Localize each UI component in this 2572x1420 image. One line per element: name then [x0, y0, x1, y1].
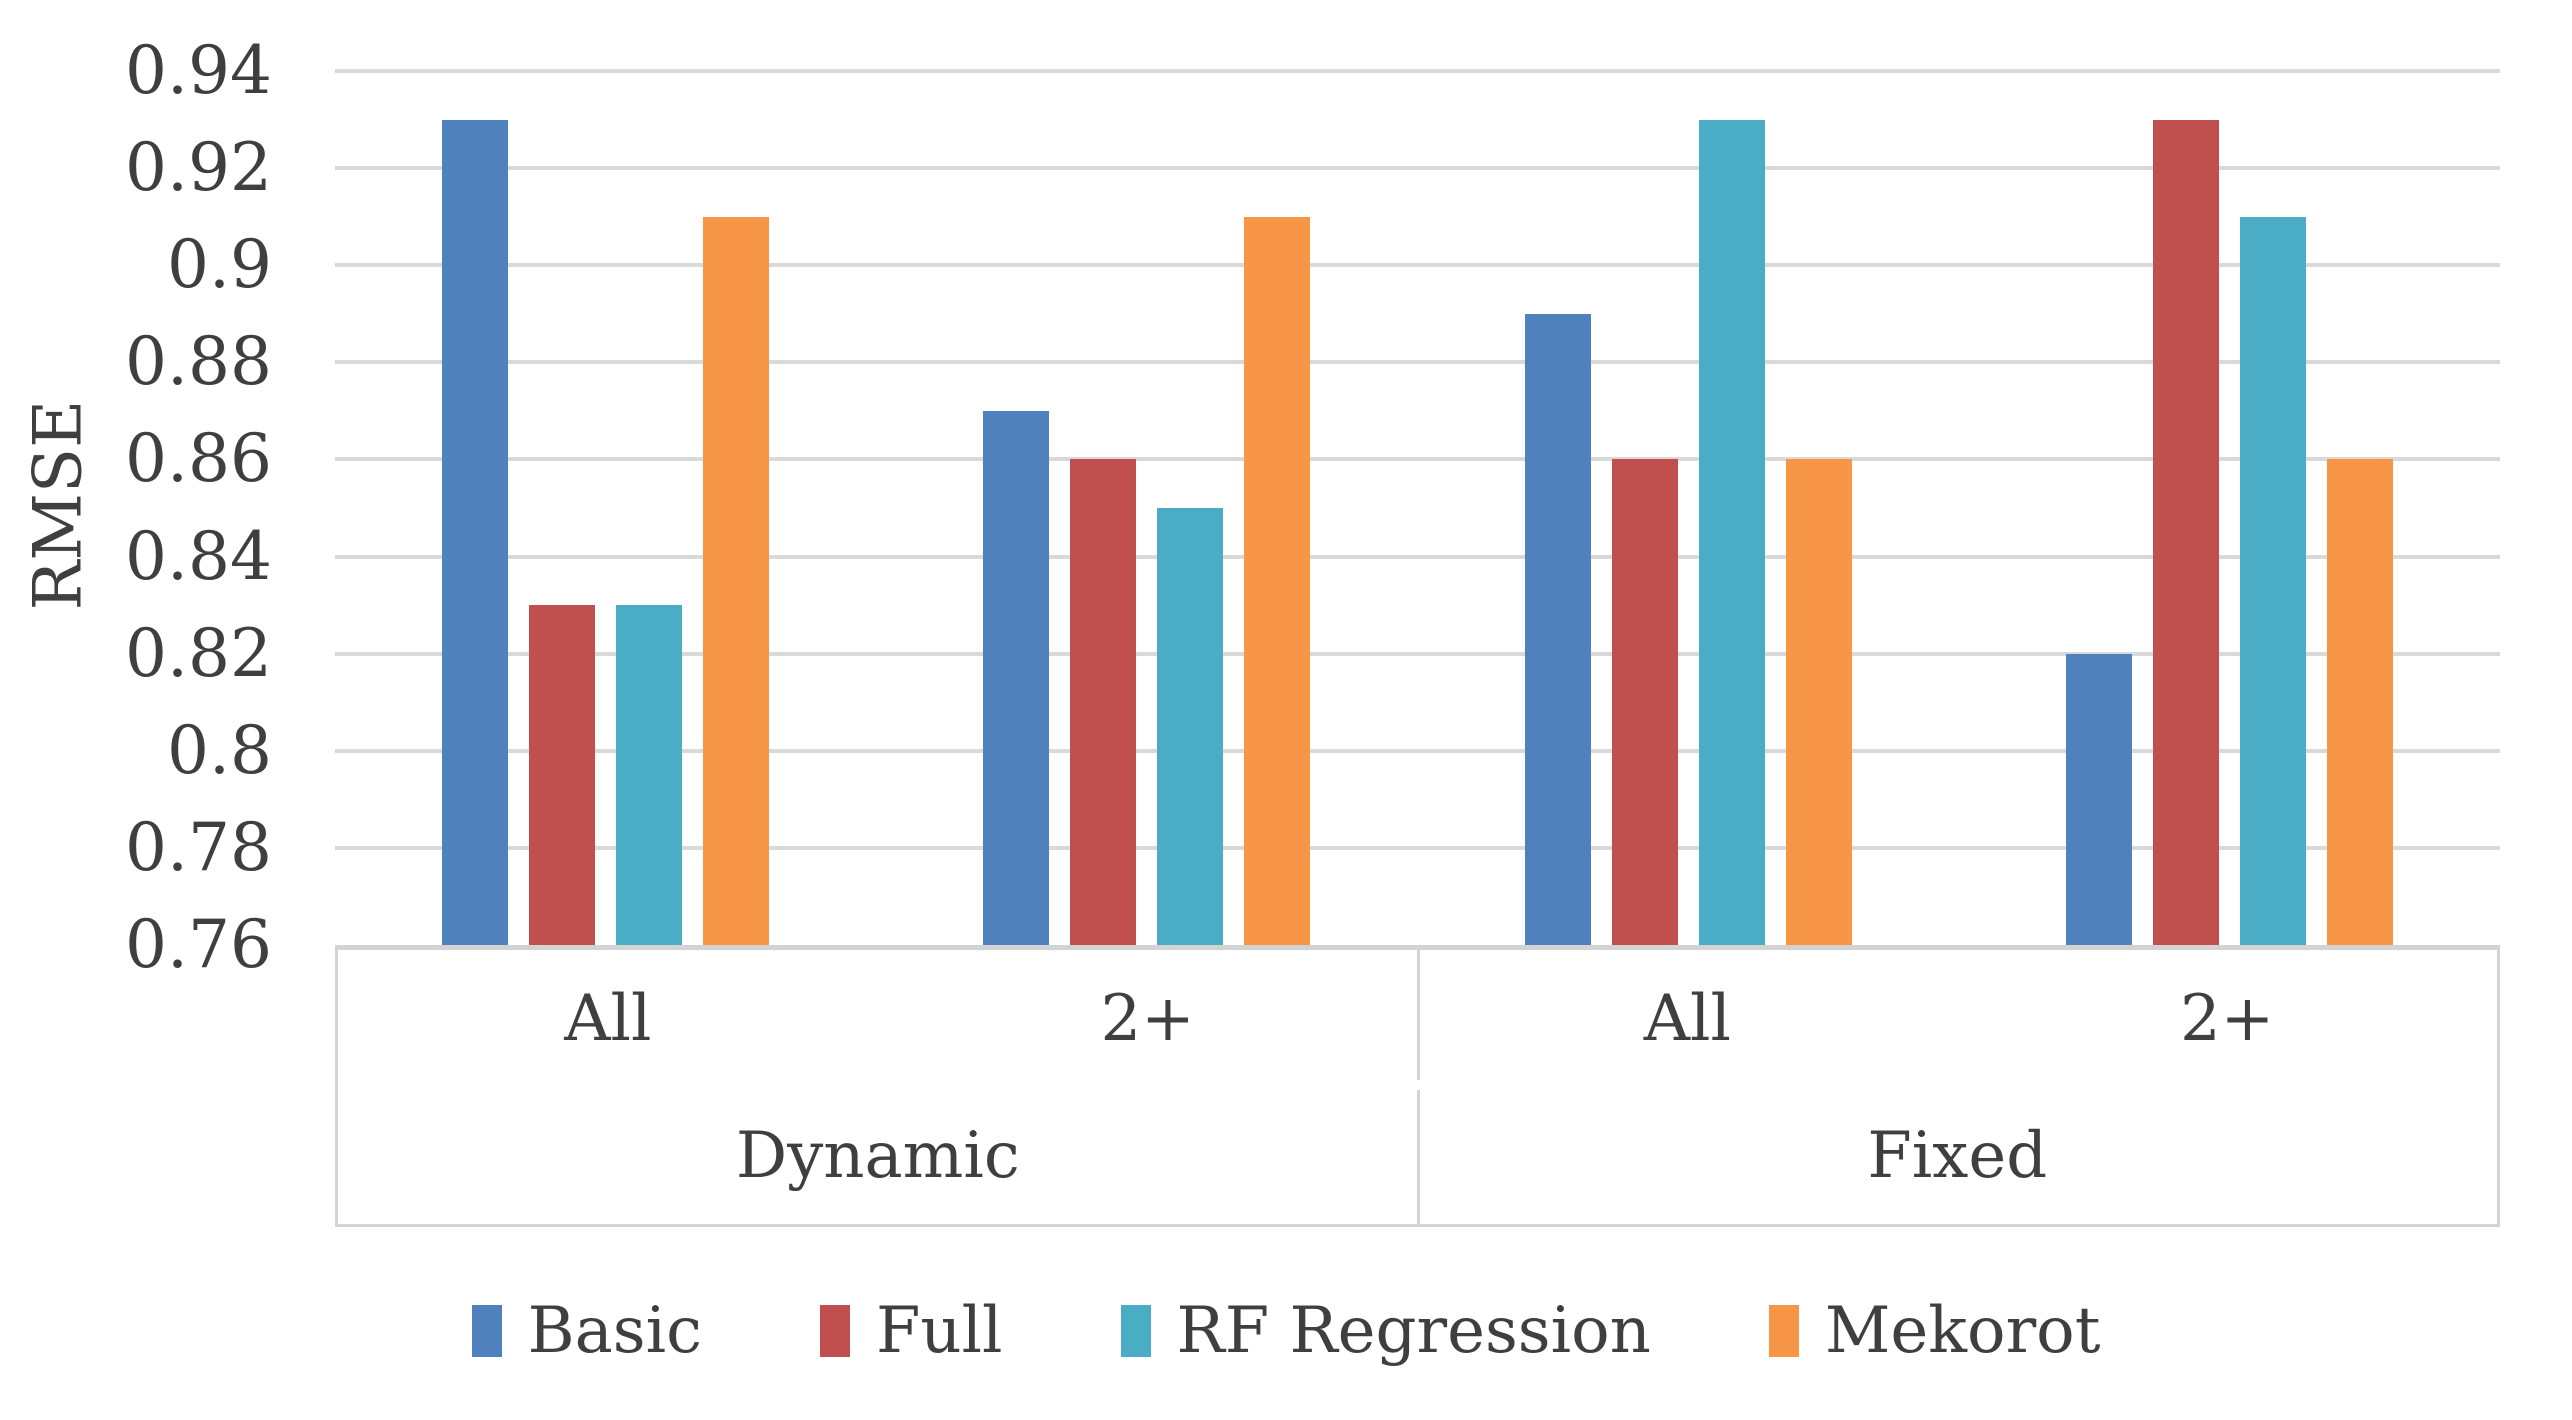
- legend-swatch-rf-regression: [1120, 1305, 1151, 1357]
- gridline-0.8: [335, 748, 2500, 753]
- ytick-label-0.86: 0.86: [125, 420, 272, 498]
- gridline-0.92: [335, 166, 2500, 171]
- bar-mekorot-fixed-2: [2326, 459, 2393, 945]
- plot-area: [335, 0, 2500, 945]
- bar-mekorot-dynamic-2: [1244, 216, 1311, 945]
- bar-basic-fixed-all: [1524, 313, 1591, 945]
- legend-swatch-basic: [471, 1305, 502, 1357]
- group-row: Dynamic Fixed: [338, 1088, 2497, 1224]
- bar-rf-regression-fixed-all: [1698, 119, 1765, 945]
- bar-mekorot-dynamic-all: [703, 216, 770, 945]
- gridline-0.86: [335, 457, 2500, 462]
- bar-group-dynamic-2: [876, 0, 1417, 945]
- legend-item-basic: Basic: [471, 1294, 702, 1368]
- bar-group-dynamic-all: [335, 0, 876, 945]
- bar-group-fixed-2: [1959, 0, 2500, 945]
- legend: Basic Full RF Regression Mekorot: [0, 1295, 2572, 1367]
- gridline-0.82: [335, 651, 2500, 656]
- subcategory-label-fixed-2: 2+: [2179, 982, 2275, 1056]
- gridline-0.88: [335, 360, 2500, 365]
- ytick-label-0.9: 0.9: [167, 226, 272, 304]
- ytick-label-0.92: 0.92: [125, 129, 272, 207]
- bar-rf-regression-fixed-2: [2239, 216, 2306, 945]
- legend-label-full: Full: [875, 1294, 1003, 1368]
- bar-full-fixed-2: [2152, 119, 2219, 945]
- group-divider: [1416, 950, 1420, 1080]
- legend-swatch-mekorot: [1768, 1305, 1799, 1357]
- group-label-fixed: Fixed: [1867, 1119, 2048, 1193]
- bar-mekorot-fixed-all: [1785, 459, 1852, 945]
- bar-group-fixed-all: [1418, 0, 1959, 945]
- subcategory-row: All 2+ All 2+: [338, 950, 2497, 1088]
- gridline-0.94: [335, 69, 2500, 73]
- ytick-label-0.94: 0.94: [125, 32, 272, 109]
- ytick-label-0.84: 0.84: [125, 517, 272, 595]
- ytick-label-0.88: 0.88: [125, 323, 272, 401]
- legend-item-full: Full: [819, 1294, 1003, 1368]
- legend-item-mekorot: Mekorot: [1768, 1294, 2101, 1368]
- legend-label-mekorot: Mekorot: [1824, 1294, 2101, 1368]
- bar-full-dynamic-2: [1070, 459, 1137, 945]
- category-axis-box: All 2+ All 2+ Dynamic Fixed: [335, 945, 2500, 1227]
- bar-basic-dynamic-all: [442, 119, 509, 945]
- legend-swatch-full: [819, 1305, 850, 1357]
- ytick-label-0.76: 0.76: [125, 906, 272, 983]
- subcategory-label-dynamic-2: 2+: [1100, 982, 1195, 1056]
- group-divider: [1416, 1090, 1420, 1224]
- gridline-0.84: [335, 554, 2500, 559]
- bars-layer: [335, 0, 2500, 945]
- gridline-0.9: [335, 263, 2500, 268]
- ytick-label-0.8: 0.8: [167, 711, 272, 789]
- bar-full-dynamic-all: [529, 605, 596, 945]
- ytick-label-0.78: 0.78: [125, 808, 272, 886]
- subcategory-label-fixed-all: All: [1643, 982, 1731, 1056]
- bar-basic-dynamic-2: [983, 410, 1050, 945]
- subcategory-label-dynamic-all: All: [564, 982, 652, 1056]
- bar-full-fixed-all: [1611, 459, 1678, 945]
- legend-item-rf-regression: RF Regression: [1120, 1294, 1651, 1368]
- bar-basic-fixed-2: [2065, 653, 2132, 945]
- ytick-label-0.82: 0.82: [125, 614, 272, 692]
- gridline-0.78: [335, 845, 2500, 850]
- legend-label-basic: Basic: [527, 1294, 702, 1368]
- bar-rf-regression-dynamic-2: [1157, 508, 1224, 945]
- y-axis-tick-labels: 0.94 0.92 0.9 0.88 0.86 0.84 0.82 0.8 0.78 0.76: [0, 0, 272, 1060]
- bar-rf-regression-dynamic-all: [616, 605, 683, 945]
- group-label-dynamic: Dynamic: [735, 1119, 1020, 1193]
- legend-label-rf-regression: RF Regression: [1176, 1294, 1651, 1368]
